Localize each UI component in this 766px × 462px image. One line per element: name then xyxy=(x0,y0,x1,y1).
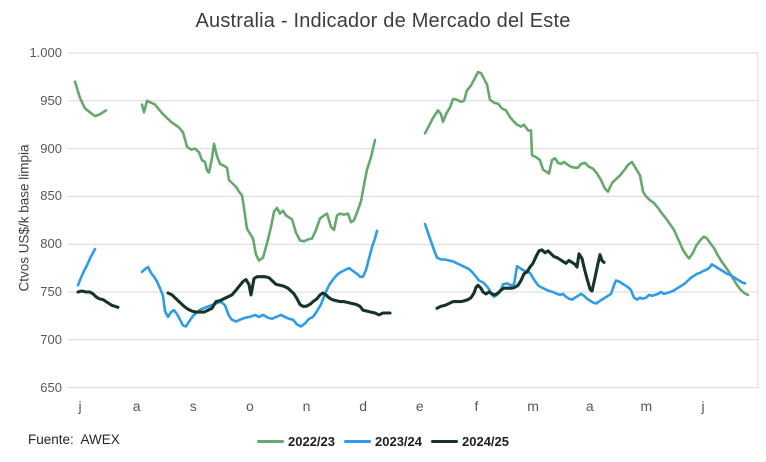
x-month-label: j xyxy=(78,398,82,414)
legend-swatch-icon xyxy=(257,440,284,443)
y-tick-label: 750 xyxy=(40,284,62,299)
chart-title: Australia - Indicador de Mercado del Est… xyxy=(195,10,571,32)
y-tick-label: 850 xyxy=(40,188,62,204)
legend-label: 2024/25 xyxy=(462,434,509,449)
x-month-label: j xyxy=(701,398,705,414)
y-tick-label: 950 xyxy=(40,92,62,108)
x-month-label: n xyxy=(302,398,311,414)
x-month-label: d xyxy=(359,398,368,414)
legend-label: 2022/23 xyxy=(288,434,335,449)
series-line-2023-24 xyxy=(140,229,379,328)
x-month-label: e xyxy=(415,398,424,414)
series-line-2023-24 xyxy=(76,247,97,287)
legend-item-2023-24: 2023/24 xyxy=(344,434,422,449)
x-month-label: o xyxy=(246,398,254,414)
series-line-2024-25 xyxy=(166,275,392,317)
x-month-label: a xyxy=(585,398,594,414)
legend-label: 2023/24 xyxy=(375,434,422,449)
x-month-label: s xyxy=(189,398,197,414)
y-tick-label: 900 xyxy=(40,140,62,156)
series-line-2022-23 xyxy=(140,99,377,262)
legend-swatch-icon xyxy=(344,440,371,443)
x-month-label: a xyxy=(132,398,141,414)
series-line-2024-25 xyxy=(435,248,606,310)
x-month-label: m xyxy=(527,398,539,414)
y-tick-label: 1.000 xyxy=(29,45,62,60)
series-line-2022-23 xyxy=(423,70,750,297)
x-month-label: f xyxy=(474,398,479,414)
legend-item-2024-25: 2024/25 xyxy=(431,434,509,449)
legend-item-2022-23: 2022/23 xyxy=(257,434,335,449)
series-line-2024-25 xyxy=(76,289,120,309)
series-line-2023-24 xyxy=(423,222,747,305)
series-line-2022-23 xyxy=(73,80,108,118)
y-tick-label: 700 xyxy=(40,331,62,347)
y-tick-label: 800 xyxy=(40,236,62,252)
y-tick-label: 650 xyxy=(40,379,62,395)
source-note: Fuente: AWEX xyxy=(28,432,120,447)
x-month-label: m xyxy=(640,398,653,414)
legend-swatch-icon xyxy=(431,439,458,444)
y-axis-title: Ctvos US$/k base limpia xyxy=(16,144,32,292)
legend: 2022/23 2023/24 2024/25 xyxy=(257,434,509,449)
